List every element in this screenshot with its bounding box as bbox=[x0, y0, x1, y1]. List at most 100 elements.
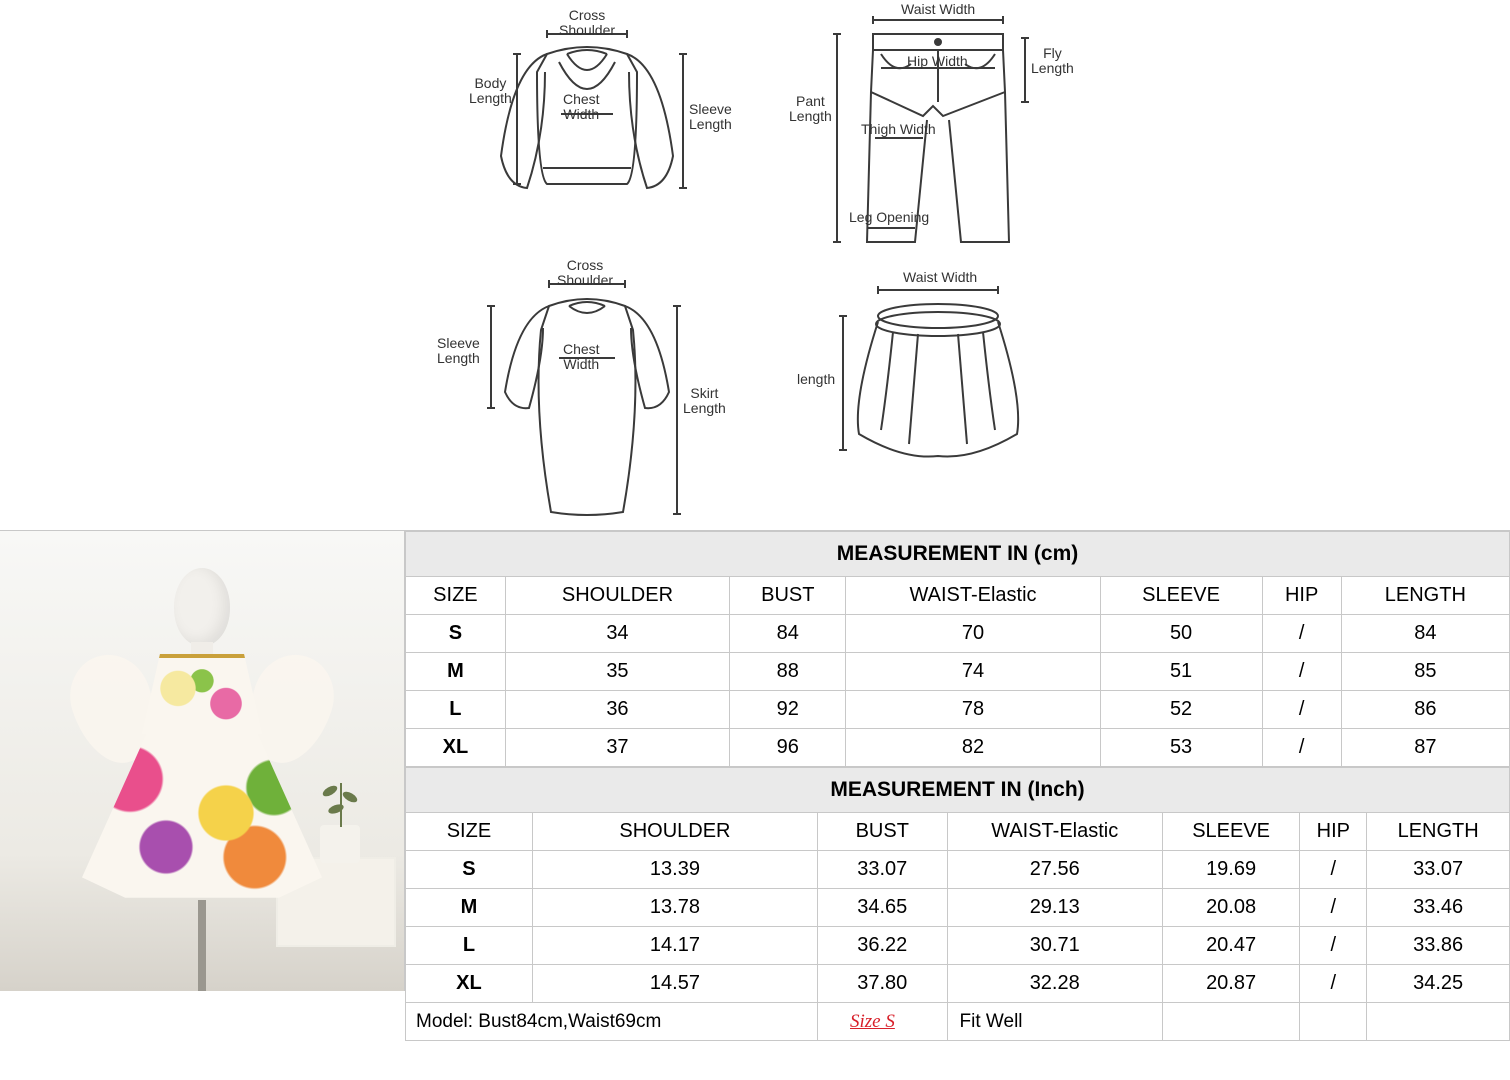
cell-bust: 33.07 bbox=[818, 851, 948, 889]
cell-hip: / bbox=[1300, 889, 1367, 927]
cell-length: 87 bbox=[1341, 729, 1509, 767]
model-size: Size S bbox=[818, 1003, 948, 1041]
cell-size: L bbox=[406, 691, 506, 729]
label-skirt-waist-width: Waist Width bbox=[903, 270, 977, 285]
cell-shoulder: 14.17 bbox=[532, 927, 817, 965]
col-sleeve: SLEEVE bbox=[1100, 577, 1262, 615]
cell-size: XL bbox=[406, 729, 506, 767]
empty-cell bbox=[1367, 1003, 1510, 1041]
cell-sleeve: 20.87 bbox=[1162, 965, 1299, 1003]
cell-hip: / bbox=[1300, 851, 1367, 889]
cell-sleeve: 50 bbox=[1100, 615, 1262, 653]
cell-shoulder: 34 bbox=[505, 615, 729, 653]
table-row: L 14.17 36.22 30.71 20.47 / 33.86 bbox=[406, 927, 1510, 965]
cell-bust: 34.65 bbox=[818, 889, 948, 927]
cell-size: S bbox=[406, 615, 506, 653]
cell-hip: / bbox=[1262, 691, 1341, 729]
cell-shoulder: 37 bbox=[505, 729, 729, 767]
cell-size: M bbox=[406, 653, 506, 691]
cell-bust: 84 bbox=[730, 615, 846, 653]
cell-waist: 78 bbox=[846, 691, 1100, 729]
cell-hip: / bbox=[1300, 965, 1367, 1003]
cell-hip: / bbox=[1262, 615, 1341, 653]
cell-shoulder: 14.57 bbox=[532, 965, 817, 1003]
cell-waist: 74 bbox=[846, 653, 1100, 691]
col-size: SIZE bbox=[406, 577, 506, 615]
bottom-section: MEASUREMENT IN (cm) SIZE SHOULDER BUST W… bbox=[0, 530, 1510, 1041]
cell-bust: 88 bbox=[730, 653, 846, 691]
label-body-length: Body Length bbox=[469, 76, 512, 107]
cell-shoulder: 13.78 bbox=[532, 889, 817, 927]
product-photo bbox=[0, 531, 405, 991]
cell-waist: 30.71 bbox=[947, 927, 1162, 965]
cell-sleeve: 52 bbox=[1100, 691, 1262, 729]
cell-hip: / bbox=[1262, 653, 1341, 691]
col-waist: WAIST-Elastic bbox=[947, 813, 1162, 851]
cell-shoulder: 35 bbox=[505, 653, 729, 691]
plant-pot bbox=[320, 825, 360, 863]
label-leg-opening: Leg Opening bbox=[849, 210, 929, 225]
table-row: XL 14.57 37.80 32.28 20.87 / 34.25 bbox=[406, 965, 1510, 1003]
cell-waist: 70 bbox=[846, 615, 1100, 653]
inch-body: S 13.39 33.07 27.56 19.69 / 33.07 M 13.7… bbox=[406, 851, 1510, 1041]
empty-cell bbox=[1162, 1003, 1299, 1041]
col-shoulder: SHOULDER bbox=[532, 813, 817, 851]
empty-cell bbox=[1300, 1003, 1367, 1041]
label-sleeve-length: Sleeve Length bbox=[689, 102, 732, 133]
cell-length: 33.07 bbox=[1367, 851, 1510, 889]
dress-garment bbox=[92, 654, 312, 904]
plant-leaf bbox=[341, 790, 359, 805]
label-dress-sleeve-length: Sleeve Length bbox=[437, 336, 480, 367]
mannequin-stand bbox=[198, 900, 206, 991]
col-waist: WAIST-Elastic bbox=[846, 577, 1100, 615]
cell-bust: 96 bbox=[730, 729, 846, 767]
col-shoulder: SHOULDER bbox=[505, 577, 729, 615]
table-row: XL 37 96 82 53 / 87 bbox=[406, 729, 1510, 767]
cm-body: S 34 84 70 50 / 84 M 35 88 74 51 / 85 bbox=[406, 615, 1510, 767]
cell-length: 85 bbox=[1341, 653, 1509, 691]
cell-sleeve: 20.08 bbox=[1162, 889, 1299, 927]
measurement-table-cm: MEASUREMENT IN (cm) SIZE SHOULDER BUST W… bbox=[405, 531, 1510, 767]
plant bbox=[310, 779, 370, 859]
header-inch: MEASUREMENT IN (Inch) bbox=[406, 768, 1510, 813]
cell-sleeve: 51 bbox=[1100, 653, 1262, 691]
label-dress-cross-shoulder: Cross Shoulder bbox=[557, 258, 613, 289]
plant-leaf bbox=[327, 803, 345, 816]
cell-size: S bbox=[406, 851, 533, 889]
cell-waist: 32.28 bbox=[947, 965, 1162, 1003]
mannequin-head bbox=[174, 568, 230, 646]
columns-row-inch: SIZE SHOULDER BUST WAIST-Elastic SLEEVE … bbox=[406, 813, 1510, 851]
table-row: S 34 84 70 50 / 84 bbox=[406, 615, 1510, 653]
cell-length: 33.46 bbox=[1367, 889, 1510, 927]
cell-size: L bbox=[406, 927, 533, 965]
model-info: Model: Bust84cm,Waist69cm bbox=[406, 1003, 818, 1041]
diagram-grid: Cross Shoulder Body Length Chest Width S… bbox=[427, 6, 1083, 530]
dress-top bbox=[142, 654, 262, 734]
footer-row: Model: Bust84cm,Waist69cm Size S Fit Wel… bbox=[406, 1003, 1510, 1041]
mannequin bbox=[92, 568, 312, 991]
fit-info: Fit Well bbox=[947, 1003, 1162, 1041]
col-bust: BUST bbox=[730, 577, 846, 615]
cell-bust: 36.22 bbox=[818, 927, 948, 965]
col-hip: HIP bbox=[1300, 813, 1367, 851]
diagram-dress: Cross Shoulder Sleeve Length Chest Width… bbox=[427, 260, 747, 530]
label-dress-skirt-length: Skirt Length bbox=[683, 386, 726, 417]
label-pant-length: Pant Length bbox=[789, 94, 832, 125]
cell-hip: / bbox=[1262, 729, 1341, 767]
tables-wrap: MEASUREMENT IN (cm) SIZE SHOULDER BUST W… bbox=[405, 531, 1510, 1041]
cell-waist: 29.13 bbox=[947, 889, 1162, 927]
columns-row-cm: SIZE SHOULDER BUST WAIST-Elastic SLEEVE … bbox=[406, 577, 1510, 615]
cell-shoulder: 36 bbox=[505, 691, 729, 729]
col-size: SIZE bbox=[406, 813, 533, 851]
cell-sleeve: 19.69 bbox=[1162, 851, 1299, 889]
cell-length: 84 bbox=[1341, 615, 1509, 653]
label-cross-shoulder: Cross Shoulder bbox=[559, 8, 615, 39]
table-row: L 36 92 78 52 / 86 bbox=[406, 691, 1510, 729]
cell-shoulder: 13.39 bbox=[532, 851, 817, 889]
cell-sleeve: 53 bbox=[1100, 729, 1262, 767]
diagram-skirt: Waist Width length bbox=[763, 260, 1083, 530]
label-skirt-length: length bbox=[797, 372, 835, 387]
col-sleeve: SLEEVE bbox=[1162, 813, 1299, 851]
label-waist-width: Waist Width bbox=[901, 2, 975, 17]
cell-length: 33.86 bbox=[1367, 927, 1510, 965]
